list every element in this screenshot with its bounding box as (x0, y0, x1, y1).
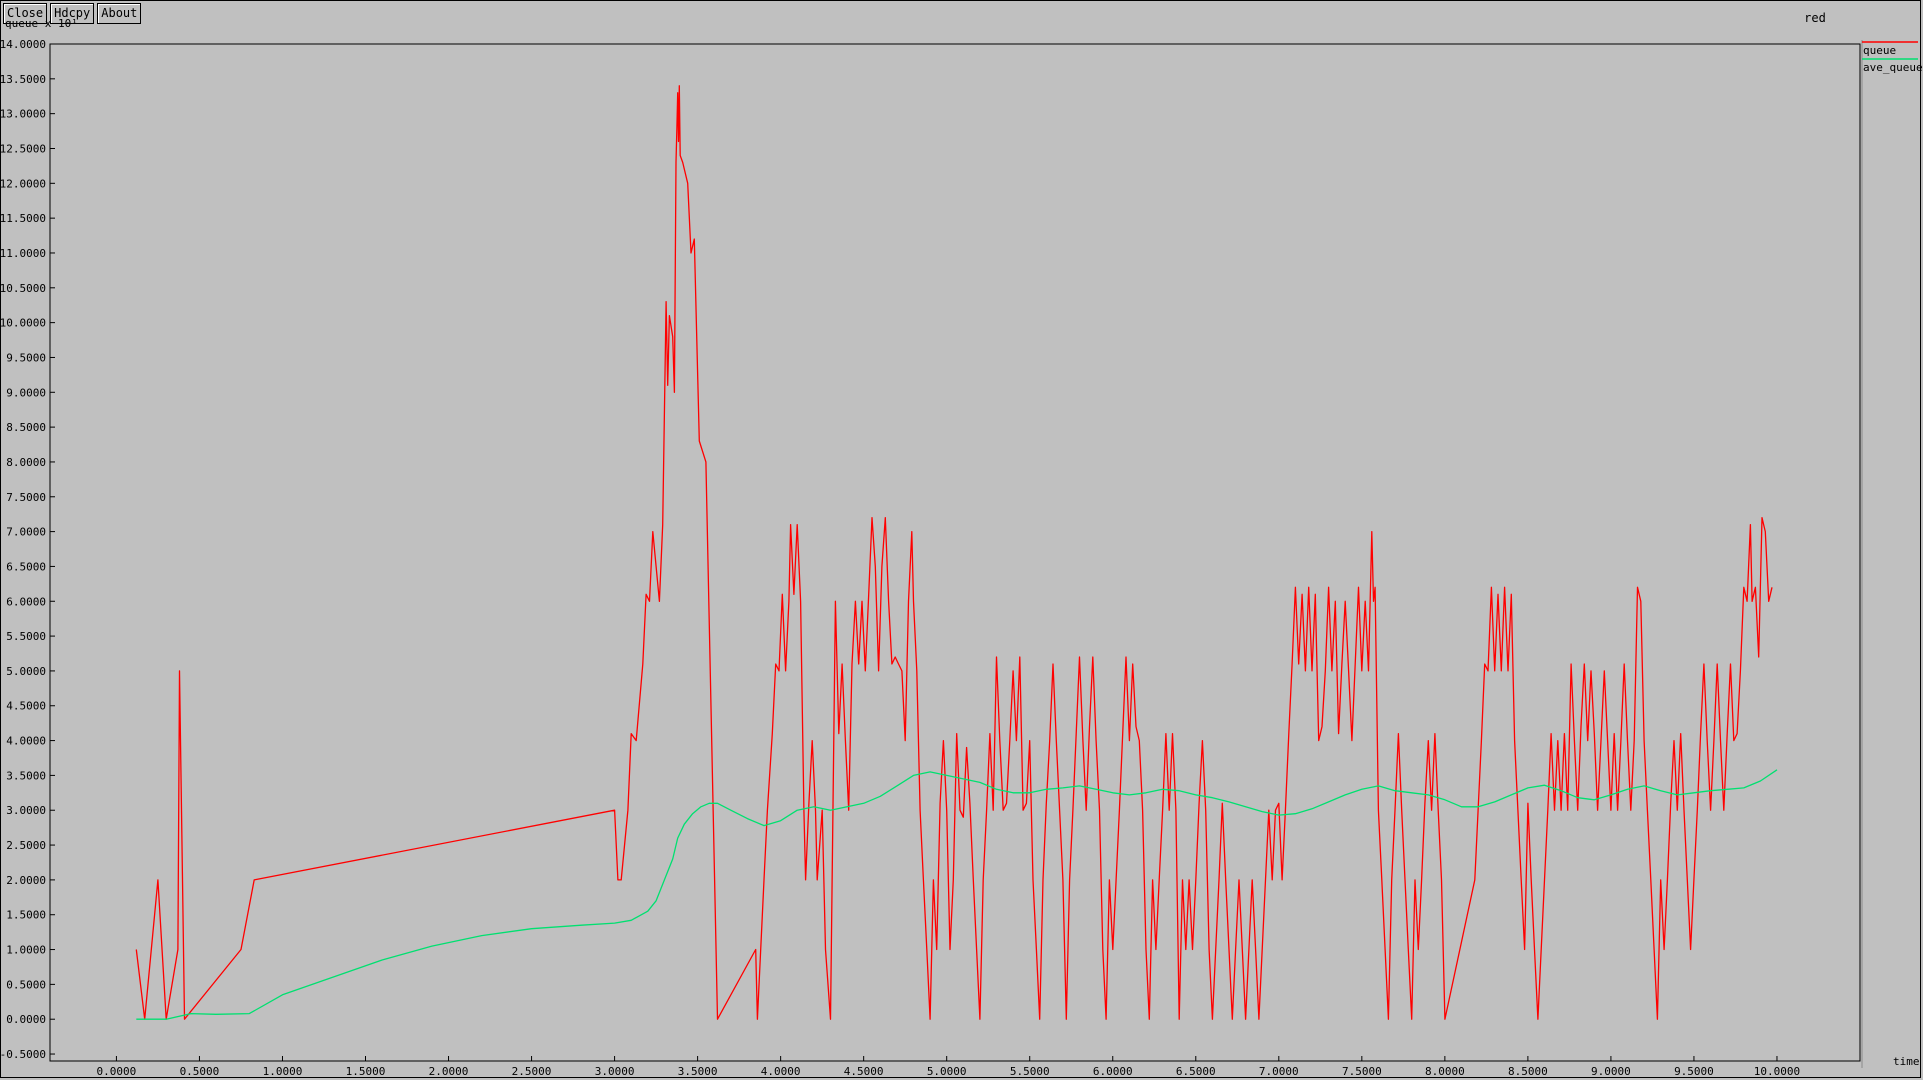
x-tick-label: 9.5000 (1674, 1065, 1714, 1078)
x-axis-ticks: 0.0000 0.5000 1.0000 1.5000 2.0000 2.5000 3.00… (97, 1056, 1800, 1078)
series-line-queue (135, 85, 1773, 1020)
y-tick-label: 6.0000 (6, 595, 46, 608)
y-tick-label: 1.5000 (6, 909, 46, 922)
y-tick-label: 9.0000 (6, 386, 46, 399)
x-tick-label: 7.5000 (1342, 1065, 1382, 1078)
x-tick-label: 1.5000 (346, 1065, 386, 1078)
x-tick-label: 8.5000 (1508, 1065, 1548, 1078)
close-button[interactable]: Close (3, 3, 48, 24)
chart-title: red (1804, 11, 1826, 25)
y-tick-label: -0.5000 (0, 1048, 46, 1061)
x-tick-label: 8.0000 (1425, 1065, 1465, 1078)
y-tick-label: 13.5000 (0, 73, 46, 86)
y-tick-label: 9.5000 (6, 351, 46, 364)
x-tick-label: 6.0000 (1093, 1065, 1133, 1078)
x-tick-label: 10.0000 (1754, 1065, 1800, 1078)
y-tick-label: 1.0000 (6, 944, 46, 957)
y-tick-label: 8.5000 (6, 421, 46, 434)
toolbar: Close Hdcpy About (3, 3, 142, 24)
y-tick-label: 14.0000 (0, 38, 46, 51)
x-tick-label: 6.5000 (1176, 1065, 1216, 1078)
x-tick-label: 3.0000 (595, 1065, 635, 1078)
y-axis-ticks: -0.5000 0.0000 0.5000 1.0000 1.5000 2.0000 2.5… (0, 38, 55, 1061)
x-tick-label: 0.5000 (180, 1065, 220, 1078)
x-tick-label: 5.0000 (927, 1065, 967, 1078)
y-tick-label: 11.5000 (0, 212, 46, 225)
y-tick-label: 8.0000 (6, 456, 46, 469)
y-tick-label: 0.5000 (6, 978, 46, 991)
x-tick-label: 3.5000 (678, 1065, 718, 1078)
y-tick-label: 7.5000 (6, 491, 46, 504)
x-tick-label: 0.0000 (97, 1065, 137, 1078)
y-tick-label: 5.0000 (6, 665, 46, 678)
x-tick-label: 9.0000 (1591, 1065, 1631, 1078)
hardcopy-button[interactable]: Hdcpy (50, 3, 95, 24)
y-tick-label: 5.5000 (6, 630, 46, 643)
x-tick-label: 2.5000 (512, 1065, 552, 1078)
y-tick-label: 4.0000 (6, 735, 46, 748)
series-lines (135, 85, 1778, 1020)
y-tick-label: 12.5000 (0, 142, 46, 155)
y-tick-label: 0.0000 (6, 1013, 46, 1026)
legend: queue ave_queue (1862, 41, 1923, 74)
plot-frame (49, 43, 1861, 1062)
y-tick-label: 7.0000 (6, 526, 46, 539)
y-tick-label: 3.0000 (6, 804, 46, 817)
about-button[interactable]: About (97, 3, 142, 24)
y-tick-label: 13.0000 (0, 108, 46, 121)
x-tick-label: 4.5000 (844, 1065, 884, 1078)
legend-label: ave_queue (1863, 61, 1923, 74)
y-tick-label: 2.5000 (6, 839, 46, 852)
y-tick-label: 3.5000 (6, 769, 46, 782)
y-tick-label: 6.5000 (6, 560, 46, 573)
legend-label: queue (1863, 44, 1896, 57)
y-tick-label: 2.0000 (6, 874, 46, 887)
x-tick-label: 1.0000 (263, 1065, 303, 1078)
y-tick-label: 10.5000 (0, 282, 46, 295)
y-axis-label: queue x 10¹ (5, 17, 78, 30)
x-tick-label: 2.0000 (429, 1065, 469, 1078)
y-tick-label: 12.0000 (0, 177, 46, 190)
y-tick-label: 11.0000 (0, 247, 46, 260)
x-tick-label: 4.0000 (761, 1065, 801, 1078)
y-tick-label: 10.0000 (0, 317, 46, 330)
y-tick-label: 4.5000 (6, 700, 46, 713)
x-tick-label: 7.0000 (1259, 1065, 1299, 1078)
x-tick-label: 5.5000 (1010, 1065, 1050, 1078)
series-line-ave-queue (136, 769, 1778, 1020)
x-axis-label: time (1893, 1055, 1920, 1068)
